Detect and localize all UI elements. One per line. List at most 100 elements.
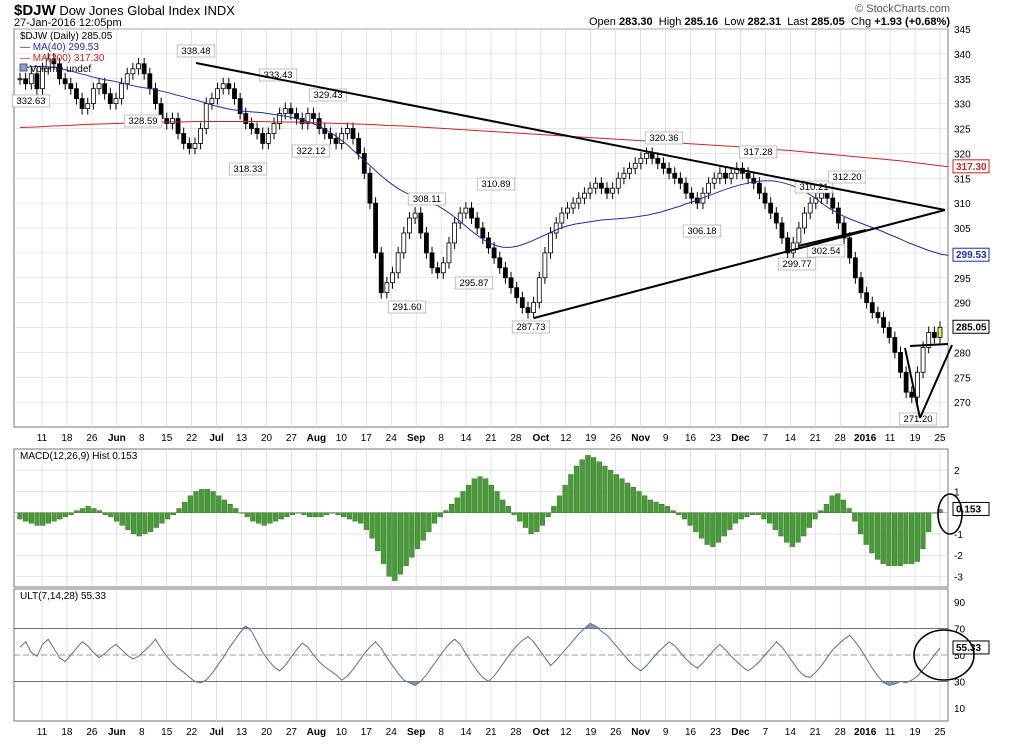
macd-hist-bar [91, 508, 97, 513]
x-tick-label-bottom: 17 [361, 727, 373, 738]
price-candle [508, 277, 514, 289]
y-tick-label: 325 [954, 125, 971, 136]
macd-hist-bar [170, 512, 176, 516]
price-candle [570, 202, 576, 209]
x-tick-label-bottom: 7 [763, 727, 769, 738]
annotation-box [291, 144, 331, 158]
macd-hist-bar [664, 506, 671, 513]
macd-hist-bar [96, 510, 103, 513]
legend-ma40: — MA(40) 299.53 [20, 42, 99, 53]
price-candle [830, 197, 836, 209]
y-tick-label: 345 [954, 25, 971, 36]
macd-hist-bar [449, 504, 455, 513]
price-candle [689, 192, 695, 199]
macd-hist-bar [233, 508, 239, 513]
macd-hist-bar [772, 512, 778, 530]
last-price-badge: 285.05 [952, 319, 990, 334]
x-tick-label-bottom: 26 [610, 727, 622, 738]
price-candle [356, 138, 362, 154]
y-tick-label: 320 [954, 149, 971, 160]
macd-hist-bar [670, 510, 676, 513]
price-candle [559, 212, 565, 224]
macd-hist-bar [863, 512, 869, 545]
macd-hist-bar [329, 512, 335, 514]
y-tick-label: 295 [954, 274, 971, 285]
y-tick-label: 305 [954, 224, 971, 235]
price-candle [141, 63, 147, 75]
price-candle [203, 103, 209, 129]
annotation-box [407, 192, 447, 206]
price-candle [311, 113, 316, 119]
price-candle [593, 182, 599, 189]
price-candle [175, 118, 181, 134]
price-candle [514, 287, 520, 299]
x-tick-label-bottom: Jun [108, 727, 126, 738]
macd-hist-bar [613, 474, 619, 513]
macd-hist-bar [755, 512, 761, 516]
macd-hist-bar [85, 506, 91, 513]
price-candle [661, 162, 666, 169]
macd-hist-bar [324, 512, 330, 516]
annotation-label: 312.20 [832, 172, 861, 183]
price-candle [903, 371, 909, 393]
macd-hist-bar [625, 482, 631, 513]
macd-hist-bar [636, 491, 642, 513]
price-candle [745, 172, 751, 179]
macd-hist-bar [466, 484, 472, 513]
x-tick-label: 14 [785, 433, 797, 444]
macd-hist-bar [284, 512, 290, 518]
price-candle [711, 177, 717, 184]
price-candle [565, 207, 570, 214]
price-candle [621, 172, 627, 179]
annotation-box [228, 162, 268, 176]
macd-y-tick: -1 [954, 530, 963, 541]
price-candle [457, 212, 463, 224]
macd-hist-bar [744, 512, 750, 518]
macd-hist-bar [840, 499, 847, 513]
macd-hist-bar [414, 512, 421, 549]
annotation-label: 271.20 [903, 414, 932, 425]
macd-hist-bar [732, 512, 739, 524]
macd-hist-bar [187, 495, 193, 513]
macd-hist-bar [301, 512, 307, 516]
y-tick-label: 270 [954, 398, 971, 409]
price-candle [68, 83, 74, 90]
price-candle [28, 73, 34, 85]
macd-hist-bar [45, 512, 51, 524]
x-tick-label: 20 [261, 433, 273, 444]
macd-hist-bar [551, 506, 557, 513]
annotation-label: 318.33 [233, 164, 262, 175]
macd-hist-bar [653, 501, 659, 513]
price-candle [17, 78, 23, 81]
trendline [533, 209, 946, 319]
price-candle [102, 83, 108, 95]
annotation-box [123, 114, 163, 128]
price-candle [395, 252, 401, 274]
macd-y-tick: -2 [954, 551, 963, 562]
price-candle [598, 182, 604, 189]
macd-hist-bar [801, 512, 807, 537]
macd-hist-bar [562, 484, 568, 513]
price-candle [215, 88, 220, 100]
price-candle [931, 332, 937, 338]
annotation-box [454, 276, 494, 290]
macd-hist-bar [749, 512, 756, 516]
price-candle [824, 192, 830, 199]
price-candle [836, 207, 841, 224]
macd-hist-bar [289, 512, 296, 516]
price-candle [23, 78, 29, 85]
macd-hist-bar [426, 512, 432, 533]
annotation-box [387, 300, 427, 314]
macd-hist-bar [852, 512, 858, 522]
price-candle [452, 222, 458, 244]
high-value: 285.16 [684, 16, 719, 28]
price-candle [852, 257, 858, 279]
macd-hist-bar [926, 512, 932, 533]
ma40-value-badge-box [952, 247, 990, 262]
x-tick-label: 24 [386, 433, 398, 444]
macd-hist-bar [318, 512, 324, 518]
x-tick-label-bottom: 21 [810, 727, 822, 738]
x-tick-label-bottom: 8 [139, 727, 145, 738]
x-tick-label: Aug [307, 433, 326, 444]
price-candle [480, 227, 486, 239]
